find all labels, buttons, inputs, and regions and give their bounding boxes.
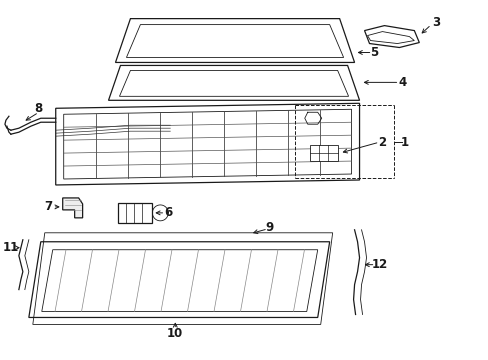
Text: 5: 5 [369,46,378,59]
Text: 12: 12 [370,258,387,271]
Text: 1: 1 [400,136,407,149]
Polygon shape [29,242,329,318]
Text: 6: 6 [164,206,172,219]
Text: 11: 11 [3,241,19,254]
Polygon shape [118,203,152,223]
Polygon shape [108,66,359,100]
Polygon shape [115,19,354,62]
Polygon shape [364,26,419,48]
Polygon shape [56,103,359,185]
Polygon shape [309,145,337,161]
Text: 3: 3 [431,16,439,29]
Text: 8: 8 [35,102,43,115]
Text: 10: 10 [167,327,183,340]
Text: 9: 9 [265,221,273,234]
Text: 7: 7 [44,201,53,213]
Polygon shape [62,198,82,218]
Text: 4: 4 [397,76,406,89]
Text: 2: 2 [378,136,386,149]
